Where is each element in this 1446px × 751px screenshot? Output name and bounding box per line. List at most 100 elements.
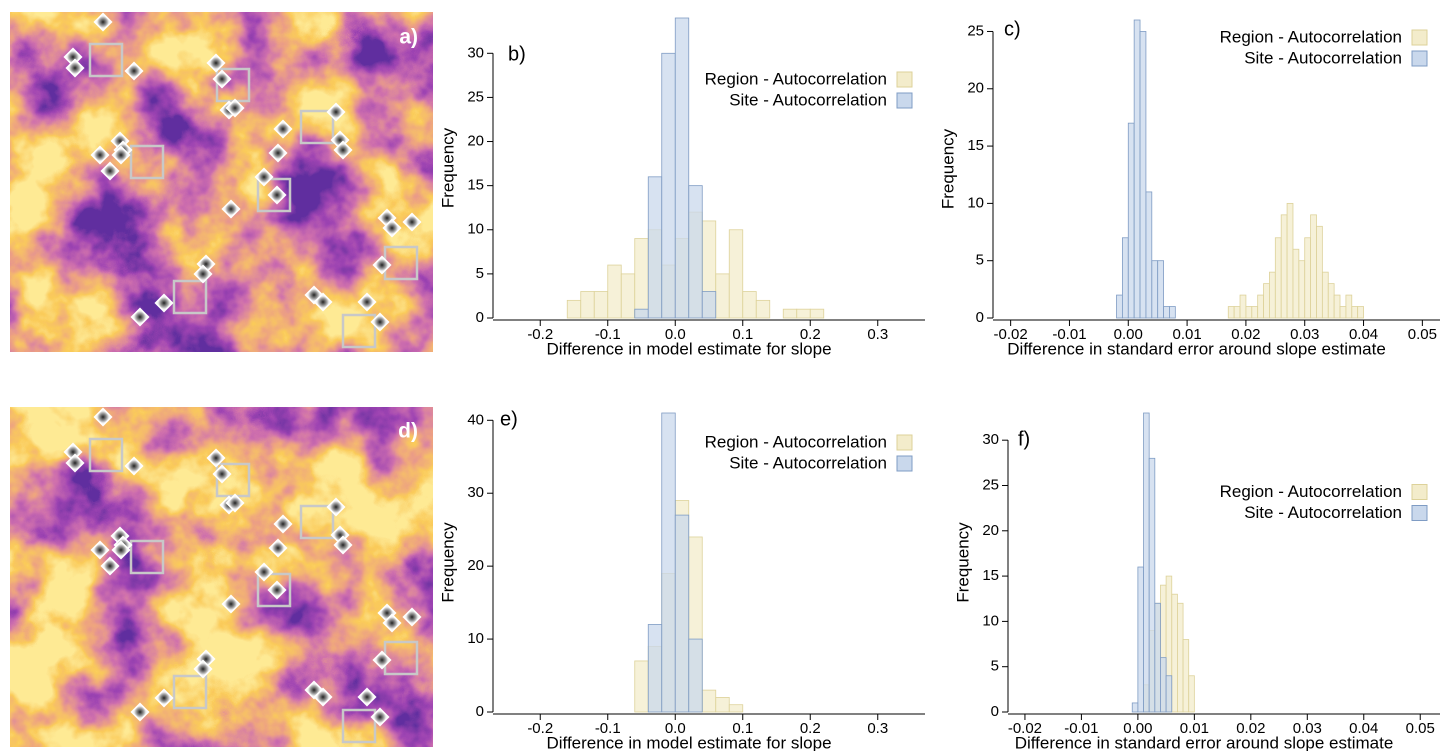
histogram-bar xyxy=(634,660,649,713)
site-marker xyxy=(65,58,85,78)
histogram-bar xyxy=(1131,702,1139,713)
histogram-bar xyxy=(1339,306,1347,319)
y-tick-label: 25 xyxy=(467,88,484,105)
histogram-bar xyxy=(1148,457,1156,713)
legend-swatch xyxy=(896,434,913,451)
histogram-bar xyxy=(796,308,811,319)
histogram-bar xyxy=(580,291,595,319)
histogram-bar xyxy=(701,291,717,319)
x-axis-title: Difference in standard error around slop… xyxy=(1007,339,1386,358)
histogram-bar xyxy=(1143,412,1150,713)
histogram-bar xyxy=(1151,260,1159,319)
site-marker xyxy=(382,218,402,238)
site-marker xyxy=(100,556,120,576)
histogram-bar xyxy=(728,229,744,319)
y-axis-title: Frequency xyxy=(438,127,457,208)
site-marker xyxy=(124,61,144,81)
site-marker xyxy=(130,307,150,327)
x-tick-label: 0.1 xyxy=(732,720,753,737)
site-marker xyxy=(225,98,245,118)
x-tick-label: -0.1 xyxy=(595,720,621,737)
legend-label: Region - Autocorrelation xyxy=(1220,482,1402,501)
site-square xyxy=(88,437,124,473)
legend-label: Region - Autocorrelation xyxy=(705,432,887,451)
panel-label: c) xyxy=(1004,18,1021,40)
site-marker xyxy=(254,167,274,187)
histogram-bar xyxy=(1274,237,1282,319)
site-marker xyxy=(111,540,131,560)
histogram-bar xyxy=(1160,657,1167,713)
site-marker xyxy=(206,448,226,468)
site-marker xyxy=(111,145,131,165)
site-square xyxy=(256,572,292,608)
y-tick-label: 10 xyxy=(467,630,484,647)
site-marker xyxy=(267,185,287,205)
site-marker xyxy=(193,264,213,284)
y-tick-label: 25 xyxy=(967,22,984,39)
x-tick-label: 0.0 xyxy=(665,720,686,737)
histogram-bar xyxy=(1182,639,1190,713)
x-tick-label: 0.03 xyxy=(1293,720,1322,737)
histogram-bar xyxy=(566,299,582,319)
x-tick-label: 0.05 xyxy=(1406,720,1435,737)
histogram-bar xyxy=(688,638,703,713)
histogram-bar xyxy=(674,514,690,713)
histogram-bar xyxy=(634,308,649,319)
site-marker xyxy=(124,456,144,476)
y-tick-label: 30 xyxy=(467,484,484,501)
x-tick-label: 0.2 xyxy=(800,720,821,737)
histogram-bar xyxy=(1245,306,1253,319)
x-tick-label: 0.3 xyxy=(867,720,888,737)
x-tick-label: 0.01 xyxy=(1172,326,1201,343)
site-marker xyxy=(357,687,377,707)
site-square xyxy=(299,109,335,145)
legend-label: Site - Autocorrelation xyxy=(1244,48,1402,67)
panel-label: a) xyxy=(399,26,418,49)
histogram-bar xyxy=(1233,306,1241,319)
y-tick-label: 15 xyxy=(982,567,999,584)
y-tick-label: 20 xyxy=(467,132,484,149)
site-marker xyxy=(357,292,377,312)
panel-label: e) xyxy=(500,408,518,430)
site-marker xyxy=(372,255,392,275)
site-marker xyxy=(193,659,213,679)
site-marker xyxy=(206,53,226,73)
x-axis-title: Difference in standard error around slop… xyxy=(1015,733,1394,751)
site-marker xyxy=(313,687,333,707)
histogram-bar xyxy=(620,273,636,319)
site-marker xyxy=(273,119,293,139)
histogram-bar xyxy=(1321,271,1329,319)
histogram-bar xyxy=(1188,675,1195,713)
site-marker xyxy=(130,702,150,722)
histogram-bar xyxy=(1154,602,1161,713)
histogram-bar xyxy=(809,308,825,319)
site-marker xyxy=(333,535,353,555)
histogram-bar xyxy=(1239,294,1247,319)
x-tick-label: -0.01 xyxy=(1052,326,1086,343)
histogram-bar xyxy=(1121,237,1129,319)
x-tick-label: 0.3 xyxy=(867,326,888,343)
histogram-bar xyxy=(1333,294,1341,319)
histogram-bar xyxy=(1263,283,1270,319)
histogram-bar xyxy=(1286,202,1294,319)
histogram-bar xyxy=(1145,191,1153,319)
x-tick-label: 0.05 xyxy=(1408,326,1437,343)
histogram-bar xyxy=(755,299,771,319)
histogram-bar xyxy=(1327,283,1335,319)
x-tick-label: 0.1 xyxy=(732,326,753,343)
histogram-bar xyxy=(1351,306,1359,319)
histogram-bar xyxy=(661,52,676,319)
legend-label: Region - Autocorrelation xyxy=(1220,27,1402,46)
y-axis-title: Frequency xyxy=(438,522,457,603)
histogram-bar xyxy=(742,291,757,319)
legend-swatch xyxy=(1411,50,1428,67)
x-tick-label: 0.03 xyxy=(1290,326,1319,343)
histogram-bar xyxy=(701,689,717,713)
histogram-bar xyxy=(1310,214,1317,319)
map-panel: d) xyxy=(10,407,433,747)
site-marker xyxy=(254,562,274,582)
histogram-bar xyxy=(1177,602,1184,713)
legend-label: Region - Autocorrelation xyxy=(705,69,887,88)
histogram-bar xyxy=(1269,271,1276,319)
